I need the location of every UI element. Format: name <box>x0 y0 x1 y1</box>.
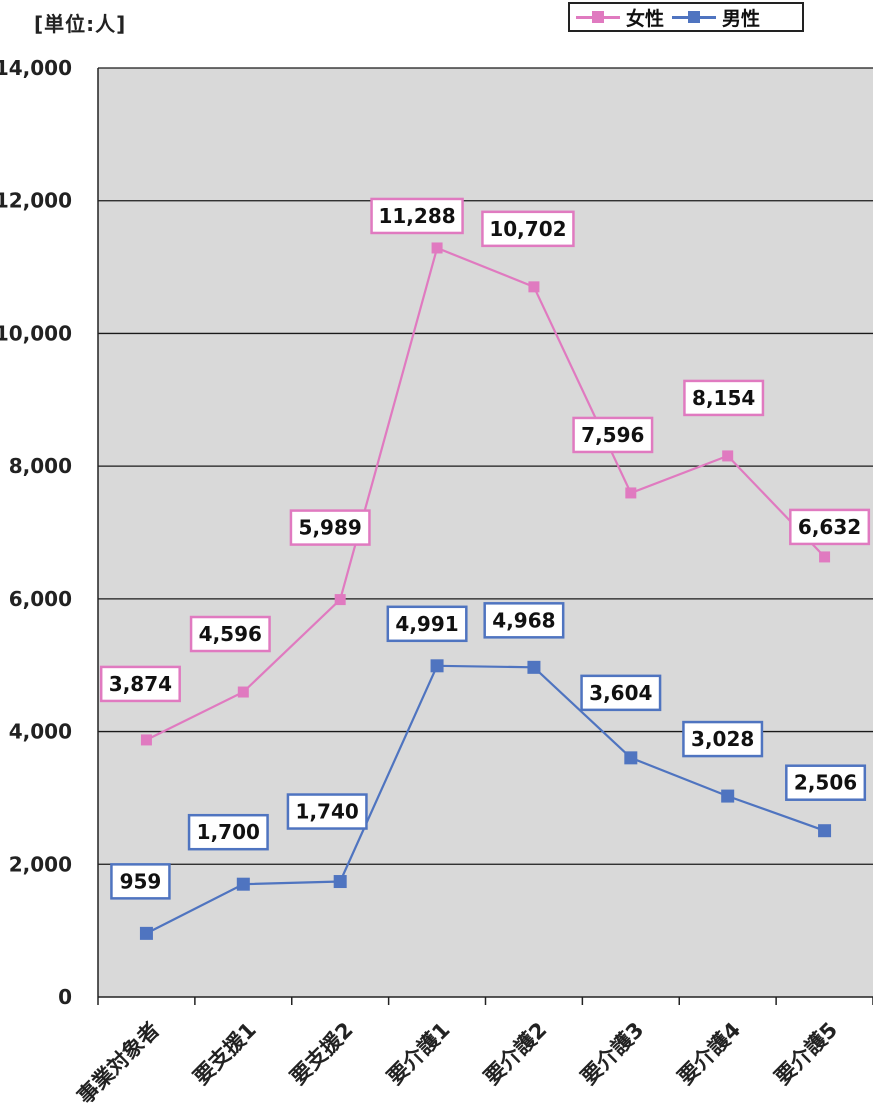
data-point <box>819 551 831 563</box>
legend-label-male: 男性 <box>722 7 761 30</box>
legend: 女性 男性 <box>568 2 804 32</box>
data-label-box <box>580 674 662 712</box>
data-point <box>818 824 832 838</box>
data-label: 11,288 <box>378 204 455 228</box>
data-label: 4,991 <box>395 612 458 636</box>
data-point <box>527 660 541 674</box>
data-point <box>721 789 735 803</box>
data-label: 5,989 <box>299 516 362 540</box>
data-label-box <box>289 509 371 546</box>
y-tick-label: 4,000 <box>9 720 72 744</box>
x-tick-label: 要介護5 <box>770 1018 842 1090</box>
data-point <box>625 487 637 499</box>
data-point <box>236 877 250 891</box>
data-label-box <box>187 813 269 851</box>
data-label: 6,632 <box>798 515 861 539</box>
data-point <box>722 450 734 462</box>
x-tick-label: 要介護3 <box>576 1018 648 1090</box>
data-label: 3,604 <box>589 681 652 705</box>
data-label: 7,596 <box>581 423 644 447</box>
data-point <box>237 686 249 698</box>
data-label: 4,968 <box>492 608 555 632</box>
x-tick-label: 要介護2 <box>480 1018 552 1090</box>
data-label: 1,700 <box>197 820 260 844</box>
legend-item-male: 男性 <box>672 4 760 31</box>
data-label-box <box>370 197 464 235</box>
data-label: 959 <box>120 869 162 893</box>
unit-label: [単位:人] <box>34 12 127 36</box>
data-label: 3,874 <box>109 672 172 696</box>
data-label-box <box>785 764 867 801</box>
data-label: 8,154 <box>692 386 755 410</box>
data-label-box <box>110 863 171 900</box>
y-tick-label: 2,000 <box>9 852 72 876</box>
x-tick-label: 事業対象者 <box>73 1018 164 1109</box>
y-tick-label: 14,000 <box>0 56 72 80</box>
legend-swatch-male <box>672 9 717 25</box>
series-line-female <box>145 246 826 741</box>
data-label-box <box>99 665 181 703</box>
data-label-box <box>572 416 654 454</box>
data-point <box>139 926 153 940</box>
data-label: 10,702 <box>489 217 566 241</box>
legend-item-female: 女性 <box>576 4 664 31</box>
data-label-box <box>789 508 871 546</box>
data-point <box>140 734 152 746</box>
y-tick-label: 12,000 <box>0 189 72 213</box>
y-tick-label: 10,000 <box>0 321 72 345</box>
plot-area <box>98 68 873 997</box>
data-label-box <box>481 210 575 248</box>
data-point <box>624 751 638 765</box>
data-label: 2,506 <box>794 771 857 795</box>
x-tick-label: 要介護4 <box>673 1018 745 1090</box>
x-tick-label: 要支援1 <box>189 1018 261 1090</box>
y-tick-label: 0 <box>58 985 72 1009</box>
data-point <box>334 594 346 606</box>
data-point <box>528 281 540 293</box>
data-label-box <box>286 793 368 830</box>
data-label-box <box>483 602 565 639</box>
data-point <box>333 875 347 889</box>
data-label: 1,740 <box>296 800 359 824</box>
y-tick-label: 8,000 <box>9 454 72 478</box>
data-label-box <box>682 720 764 758</box>
x-tick-label: 要支援2 <box>286 1018 358 1090</box>
data-point <box>431 242 443 254</box>
data-label: 4,596 <box>199 622 262 646</box>
data-label-box <box>189 615 271 653</box>
data-label-box <box>386 605 468 643</box>
data-label: 3,028 <box>691 727 754 751</box>
legend-swatch-female <box>576 9 620 25</box>
legend-label-female: 女性 <box>626 7 665 30</box>
x-tick-label: 要介護1 <box>383 1018 455 1090</box>
series-line-male <box>145 664 825 935</box>
data-point <box>430 659 444 673</box>
data-label-box <box>683 379 765 417</box>
y-tick-label: 6,000 <box>9 587 72 611</box>
